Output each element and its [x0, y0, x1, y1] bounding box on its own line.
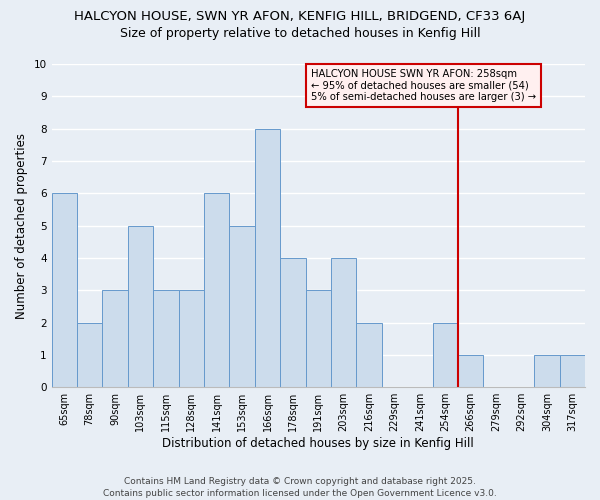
- Bar: [255, 128, 280, 387]
- Text: HALCYON HOUSE SWN YR AFON: 258sqm
← 95% of detached houses are smaller (54)
5% o: HALCYON HOUSE SWN YR AFON: 258sqm ← 95% …: [311, 69, 536, 102]
- Bar: [560, 355, 585, 387]
- Text: HALCYON HOUSE, SWN YR AFON, KENFIG HILL, BRIDGEND, CF33 6AJ: HALCYON HOUSE, SWN YR AFON, KENFIG HILL,…: [74, 10, 526, 23]
- Bar: [52, 194, 77, 387]
- Bar: [331, 258, 356, 387]
- Bar: [356, 322, 382, 387]
- Text: Size of property relative to detached houses in Kenfig Hill: Size of property relative to detached ho…: [119, 28, 481, 40]
- Bar: [179, 290, 204, 387]
- Bar: [103, 290, 128, 387]
- Bar: [128, 226, 153, 387]
- Bar: [458, 355, 484, 387]
- Bar: [77, 322, 103, 387]
- Bar: [153, 290, 179, 387]
- Bar: [229, 226, 255, 387]
- Bar: [534, 355, 560, 387]
- Y-axis label: Number of detached properties: Number of detached properties: [15, 132, 28, 318]
- X-axis label: Distribution of detached houses by size in Kenfig Hill: Distribution of detached houses by size …: [163, 437, 474, 450]
- Bar: [204, 194, 229, 387]
- Bar: [305, 290, 331, 387]
- Bar: [280, 258, 305, 387]
- Text: Contains HM Land Registry data © Crown copyright and database right 2025.
Contai: Contains HM Land Registry data © Crown c…: [103, 476, 497, 498]
- Bar: [433, 322, 458, 387]
